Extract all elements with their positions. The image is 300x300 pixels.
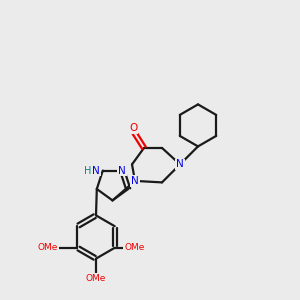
Text: H: H xyxy=(84,166,92,176)
Text: OMe: OMe xyxy=(124,243,144,252)
Text: N: N xyxy=(131,176,139,186)
Text: N: N xyxy=(118,166,126,176)
Text: O: O xyxy=(129,123,138,133)
Text: OMe: OMe xyxy=(86,274,106,283)
Text: N: N xyxy=(92,166,100,176)
Text: OMe: OMe xyxy=(38,243,58,252)
Text: N: N xyxy=(176,159,184,170)
